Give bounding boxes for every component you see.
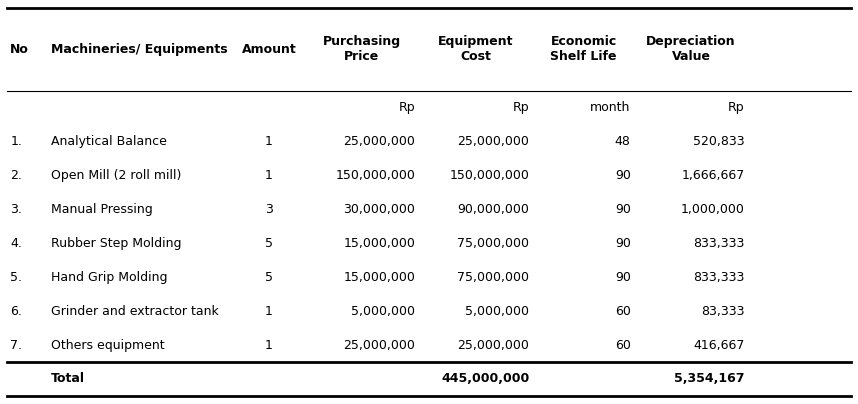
Text: 4.: 4. — [10, 237, 22, 250]
Text: Rp: Rp — [728, 101, 745, 114]
Text: 7.: 7. — [10, 339, 22, 351]
Text: 90: 90 — [615, 203, 631, 216]
Text: 90: 90 — [615, 237, 631, 250]
Text: 1: 1 — [265, 339, 273, 351]
Text: 150,000,000: 150,000,000 — [450, 169, 529, 182]
Text: 5: 5 — [265, 271, 273, 284]
Text: 5,000,000: 5,000,000 — [352, 305, 415, 318]
Text: 15,000,000: 15,000,000 — [343, 271, 415, 284]
Text: 6.: 6. — [10, 305, 22, 318]
Text: 1: 1 — [265, 305, 273, 318]
Text: 90: 90 — [615, 169, 631, 182]
Text: 5.: 5. — [10, 271, 22, 284]
Text: 5: 5 — [265, 237, 273, 250]
Text: Manual Pressing: Manual Pressing — [51, 203, 153, 216]
Text: Hand Grip Molding: Hand Grip Molding — [51, 271, 167, 284]
Text: 83,333: 83,333 — [701, 305, 745, 318]
Text: 520,833: 520,833 — [693, 135, 745, 148]
Text: 30,000,000: 30,000,000 — [343, 203, 415, 216]
Text: Rubber Step Molding: Rubber Step Molding — [51, 237, 181, 250]
Text: 5,354,167: 5,354,167 — [674, 372, 745, 385]
Text: Depreciation
Value: Depreciation Value — [646, 36, 736, 63]
Text: Open Mill (2 roll mill): Open Mill (2 roll mill) — [51, 169, 181, 182]
Text: Equipment
Cost: Equipment Cost — [438, 36, 514, 63]
Text: No: No — [10, 43, 29, 56]
Text: Amount: Amount — [242, 43, 296, 56]
Text: 1,666,667: 1,666,667 — [681, 169, 745, 182]
Text: 75,000,000: 75,000,000 — [457, 237, 529, 250]
Text: 90: 90 — [615, 271, 631, 284]
Text: 1: 1 — [265, 135, 273, 148]
Text: 3: 3 — [265, 203, 273, 216]
Text: Rp: Rp — [399, 101, 415, 114]
Text: 1,000,000: 1,000,000 — [681, 203, 745, 216]
Text: 1.: 1. — [10, 135, 22, 148]
Text: 1: 1 — [265, 169, 273, 182]
Text: Economic
Shelf Life: Economic Shelf Life — [550, 36, 617, 63]
Text: Purchasing
Price: Purchasing Price — [323, 36, 401, 63]
Text: 150,000,000: 150,000,000 — [335, 169, 415, 182]
Text: 5,000,000: 5,000,000 — [465, 305, 529, 318]
Text: 48: 48 — [615, 135, 631, 148]
Text: month: month — [590, 101, 631, 114]
Text: 25,000,000: 25,000,000 — [457, 135, 529, 148]
Text: Total: Total — [51, 372, 85, 385]
Text: 416,667: 416,667 — [693, 339, 745, 351]
Text: Rp: Rp — [513, 101, 529, 114]
Text: 2.: 2. — [10, 169, 22, 182]
Text: Machineries/ Equipments: Machineries/ Equipments — [51, 43, 227, 56]
Text: 25,000,000: 25,000,000 — [343, 135, 415, 148]
Text: Grinder and extractor tank: Grinder and extractor tank — [51, 305, 219, 318]
Text: 25,000,000: 25,000,000 — [457, 339, 529, 351]
Text: 60: 60 — [615, 305, 631, 318]
Text: 445,000,000: 445,000,000 — [441, 372, 529, 385]
Text: 90,000,000: 90,000,000 — [457, 203, 529, 216]
Text: 833,333: 833,333 — [693, 237, 745, 250]
Text: 75,000,000: 75,000,000 — [457, 271, 529, 284]
Text: Others equipment: Others equipment — [51, 339, 165, 351]
Text: Analytical Balance: Analytical Balance — [51, 135, 166, 148]
Text: 833,333: 833,333 — [693, 271, 745, 284]
Text: 60: 60 — [615, 339, 631, 351]
Text: 25,000,000: 25,000,000 — [343, 339, 415, 351]
Text: 15,000,000: 15,000,000 — [343, 237, 415, 250]
Text: 3.: 3. — [10, 203, 22, 216]
